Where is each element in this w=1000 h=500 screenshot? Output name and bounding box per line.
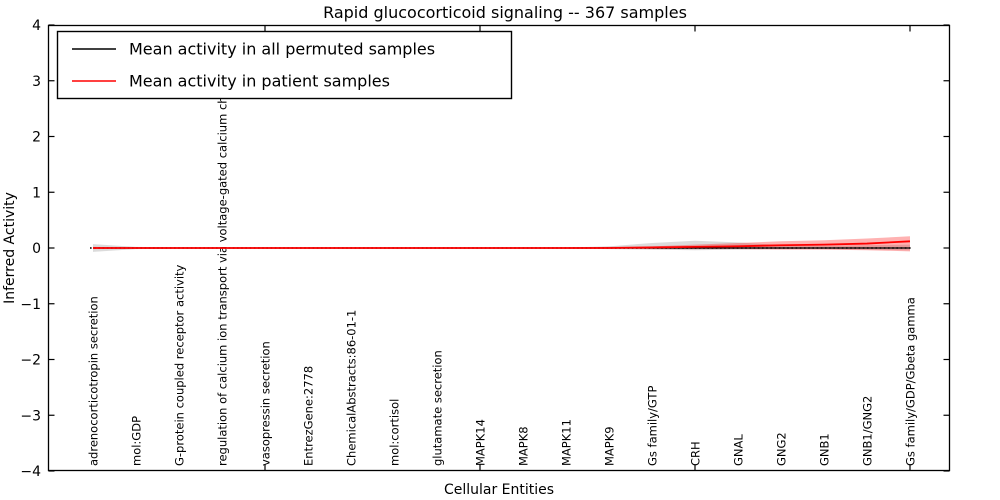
- x-category-label: GNG2: [775, 432, 789, 466]
- axis-ticks: 4 3 2 1 0 −1 −2 −3 −4: [20, 18, 950, 480]
- y-tick-label: 2: [32, 130, 41, 146]
- y-tick-label: 4: [32, 18, 41, 34]
- y-tick-label: 3: [32, 74, 41, 90]
- x-category-label: adrenocorticotropin secretion: [87, 296, 101, 466]
- x-category-label: mol:GDP: [130, 416, 144, 466]
- x-category-label: EntrezGene:2778: [302, 366, 316, 466]
- y-tick-label: −2: [20, 353, 41, 369]
- x-category-label: GNB1: [818, 433, 832, 466]
- plot-area: adrenocorticotropin secretion mol:GDP G-pr…: [87, 59, 918, 466]
- x-category-label: vasopressin secretion: [259, 341, 273, 466]
- x-category-label: ChemicalAbstracts:86-01-1: [345, 310, 359, 466]
- x-category-label: G-protein coupled receptor activity: [173, 264, 187, 466]
- y-tick-label: −1: [20, 297, 41, 313]
- legend-label-permuted: Mean activity in all permuted samples: [129, 40, 435, 59]
- x-category-label: GNAL: [732, 434, 746, 466]
- x-category-label: regulation of calcium ion transport via …: [216, 59, 230, 466]
- legend: Mean activity in all permuted samples Me…: [56, 30, 513, 100]
- x-category-label: Gs family/GTP: [646, 386, 660, 466]
- x-category-label: CRH: [689, 441, 703, 466]
- y-axis-label: Inferred Activity: [2, 192, 18, 304]
- x-category-label: GNB1/GNG2: [861, 396, 875, 466]
- legend-label-patient: Mean activity in patient samples: [129, 72, 390, 91]
- permuted-confidence-band: [93, 240, 910, 252]
- legend-box: [56, 30, 513, 100]
- y-tick-label: 1: [32, 185, 41, 201]
- x-category-label: MAPK11: [560, 419, 574, 466]
- x-category-label: MAPK14: [474, 419, 488, 466]
- x-category-label: glutamate secretion: [431, 350, 445, 466]
- patient-mean-line: [93, 240, 911, 249]
- x-category-label: Gs family/GDP/Gbeta gamma: [904, 297, 918, 466]
- x-category-label: MAPK8: [517, 426, 531, 466]
- chart-title: Rapid glucocorticoid signaling -- 367 sa…: [323, 3, 687, 22]
- x-axis-label: Cellular Entities: [444, 482, 554, 498]
- y-tick-label: −3: [20, 408, 41, 424]
- x-category-label: MAPK9: [603, 426, 617, 466]
- y-tick-label: −4: [20, 464, 41, 480]
- x-category-label: mol:cortisol: [388, 399, 402, 466]
- y-tick-label: 0: [32, 241, 41, 257]
